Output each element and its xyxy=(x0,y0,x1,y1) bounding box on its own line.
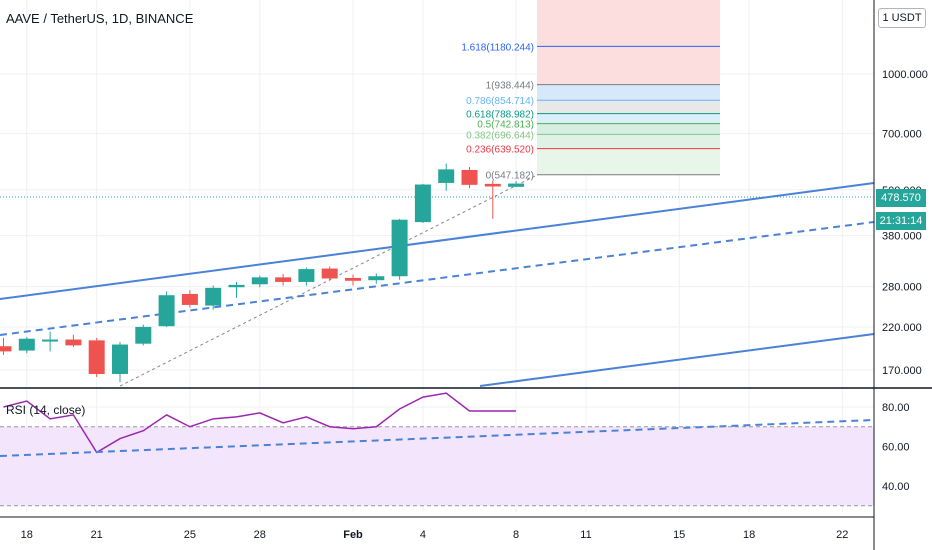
fib-level-label: 0.382(696.644) xyxy=(466,130,534,141)
candle-body xyxy=(181,293,198,305)
candle-body xyxy=(65,339,82,346)
rsi-tick-label: 60.00 xyxy=(882,442,910,454)
date-tick-label: 21 xyxy=(91,529,103,541)
fib-zone xyxy=(537,134,720,149)
candle-body xyxy=(414,184,431,223)
candle-body xyxy=(345,277,361,281)
candle-body xyxy=(461,169,478,185)
candle-body xyxy=(298,269,315,282)
price-tick-label: 380.000 xyxy=(882,231,922,243)
fib-retracement[interactable]: 1.618(1180.244) 1(938.444) 0.786(854.714) 0… xyxy=(461,0,720,182)
currency-unit-button[interactable]: 1 USDT xyxy=(878,8,926,28)
date-tick-label: 18 xyxy=(21,529,33,541)
trend-lines[interactable] xyxy=(0,174,875,387)
rsi-line xyxy=(3,392,517,454)
candle-body xyxy=(508,183,525,187)
fib-level-label: 0.236(639.520) xyxy=(466,145,534,156)
candle-body xyxy=(321,268,338,279)
candle-body xyxy=(158,295,175,327)
candle-body xyxy=(88,340,105,374)
date-tick-label: 25 xyxy=(184,529,196,541)
price-tick-label: 220.000 xyxy=(882,322,922,334)
candle-body xyxy=(135,326,152,344)
date-tick-label: 15 xyxy=(673,529,685,541)
candle-body xyxy=(112,344,128,374)
candle-body xyxy=(391,219,408,277)
chart-title: AAVE / TetherUS, 1D, BINANCE xyxy=(6,11,194,26)
candle-body xyxy=(18,338,35,351)
countdown-badge: 21:31:14 xyxy=(876,212,926,230)
fib-zone xyxy=(537,123,720,135)
fib-level-label: 1(938.444) xyxy=(486,81,534,92)
rsi-pane xyxy=(0,392,875,507)
candle-body xyxy=(275,277,292,282)
fib-level-label: 0(547.182) xyxy=(486,171,534,182)
date-tick-label: 4 xyxy=(420,529,426,541)
fib-level-label: 0.786(854.714) xyxy=(466,96,534,107)
candle-body xyxy=(438,169,455,183)
rsi-trend-line xyxy=(0,419,875,457)
candle-body xyxy=(228,284,245,288)
middle-channel-line xyxy=(0,221,875,336)
price-tick-label: 170.000 xyxy=(882,365,922,377)
candle-body xyxy=(251,277,268,285)
price-tick-label: 1000.000 xyxy=(882,69,928,81)
price-tick-label: 280.000 xyxy=(882,282,922,294)
price-tick-label: 700.000 xyxy=(882,129,922,141)
rsi-tick-label: 40.00 xyxy=(882,481,910,493)
fib-zone xyxy=(537,100,720,114)
date-tick-label: 28 xyxy=(254,529,266,541)
rsi-tick-label: 80.00 xyxy=(882,402,910,414)
date-tick-label: 18 xyxy=(743,529,755,541)
candle-body xyxy=(368,276,385,281)
fib-zone xyxy=(537,148,720,175)
fib-zone xyxy=(537,84,720,101)
fib-level-label: 1.618(1180.244) xyxy=(461,42,534,53)
fib-zone xyxy=(537,0,720,47)
upper-channel-line xyxy=(0,182,875,300)
fib-zone xyxy=(537,113,720,124)
lower-channel-line xyxy=(479,333,875,387)
fib-level-label: 0.5(742.813) xyxy=(477,120,534,131)
candle-body xyxy=(0,346,12,352)
candle-body xyxy=(42,339,59,342)
candle-body xyxy=(205,287,222,306)
fib-level-label: 0.618(788.982) xyxy=(466,110,534,121)
date-tick-label: 22 xyxy=(836,529,848,541)
last-price-badge: 478.570 xyxy=(876,189,926,207)
fib-trend-line xyxy=(119,174,538,387)
date-tick-label: 8 xyxy=(513,529,519,541)
rsi-label: RSI (14, close) xyxy=(6,403,86,417)
rsi-band xyxy=(0,426,874,506)
fib-zone xyxy=(537,46,720,85)
date-tick-label: 11 xyxy=(580,529,591,541)
candles xyxy=(0,163,525,383)
candle-body xyxy=(484,183,501,187)
date-tick-label: Feb xyxy=(343,529,363,541)
